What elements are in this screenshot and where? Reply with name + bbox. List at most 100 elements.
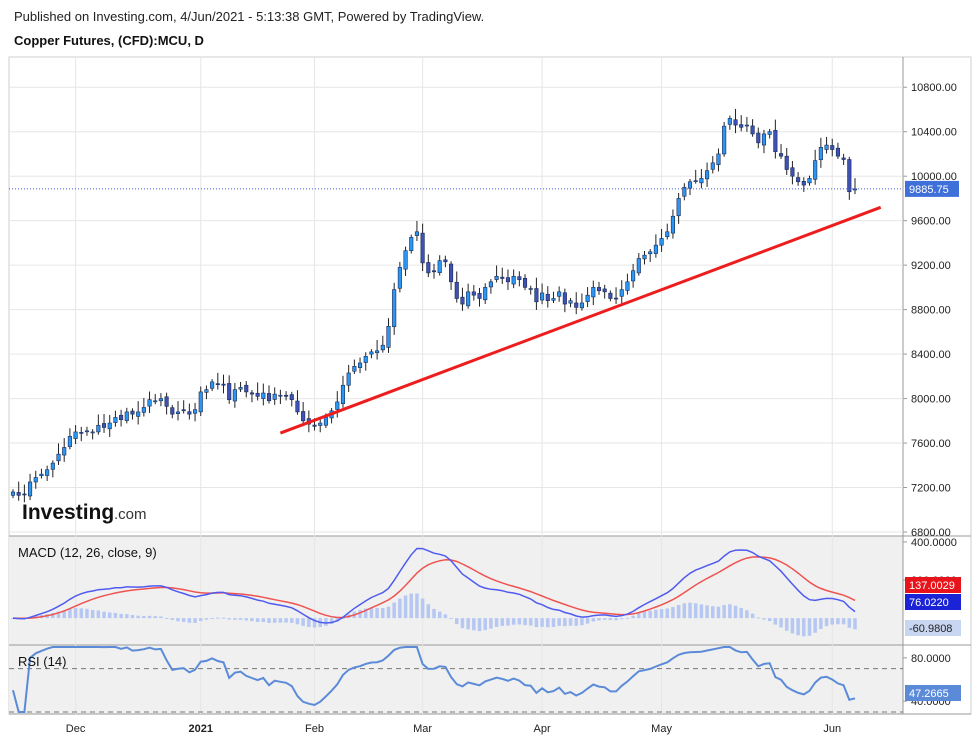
macd-histogram-bar bbox=[489, 618, 493, 629]
rsi-title: RSI (14) bbox=[18, 654, 67, 669]
macd-histogram-bar bbox=[164, 617, 169, 619]
candle bbox=[636, 253, 641, 276]
candle bbox=[221, 374, 226, 394]
macd-histogram-bar bbox=[358, 609, 362, 619]
candle-body bbox=[648, 251, 653, 255]
candle-body bbox=[722, 125, 727, 155]
candle bbox=[773, 119, 778, 159]
macd-histogram-bar bbox=[420, 598, 425, 619]
candle bbox=[579, 293, 584, 311]
macd-histogram-bar bbox=[841, 618, 846, 625]
candle bbox=[67, 428, 72, 450]
macd-histogram-bar bbox=[216, 617, 220, 619]
candle bbox=[409, 234, 414, 254]
candle bbox=[471, 285, 476, 301]
macd-histogram-bar bbox=[802, 618, 806, 637]
candle bbox=[540, 283, 545, 305]
candle-body bbox=[386, 325, 391, 348]
candle-body bbox=[50, 462, 55, 470]
candle bbox=[45, 465, 50, 481]
macd-histogram-bar bbox=[853, 618, 857, 630]
macd-histogram-bar bbox=[392, 602, 396, 619]
candle bbox=[369, 349, 374, 359]
candle bbox=[164, 392, 169, 415]
rsi-value-label: 47.2665 bbox=[909, 688, 949, 700]
indicator-pane-bg bbox=[9, 536, 903, 714]
macd-histogram-bar bbox=[602, 618, 607, 620]
candle-body bbox=[750, 125, 755, 135]
candle-body bbox=[500, 276, 505, 279]
macd-histogram-bar bbox=[181, 618, 186, 622]
macd-histogram-bar bbox=[762, 618, 766, 620]
candle bbox=[602, 284, 607, 299]
candle bbox=[591, 280, 596, 306]
macd-histogram-bar bbox=[654, 609, 658, 619]
candle-body bbox=[784, 155, 789, 170]
candle-body bbox=[557, 291, 562, 297]
macd-histogram-bar bbox=[745, 610, 749, 619]
candle-body bbox=[631, 270, 636, 282]
candle bbox=[824, 136, 829, 154]
candle bbox=[716, 148, 721, 172]
macd-histogram-bar bbox=[568, 618, 573, 626]
macd-histogram-bar bbox=[130, 614, 135, 619]
candle bbox=[204, 385, 209, 400]
candle-body bbox=[272, 393, 277, 400]
candle-body bbox=[141, 407, 146, 413]
candle-body bbox=[147, 399, 152, 407]
macd-histogram-bar bbox=[142, 616, 146, 619]
macd-histogram-bar bbox=[176, 618, 180, 622]
candle bbox=[534, 277, 539, 310]
candle-body bbox=[244, 384, 249, 393]
candle bbox=[505, 269, 511, 290]
candle-body bbox=[261, 392, 266, 399]
candle bbox=[198, 386, 203, 417]
candle-body bbox=[22, 493, 27, 496]
macd-histogram-bar bbox=[511, 618, 516, 625]
candle bbox=[722, 122, 727, 157]
candle-body bbox=[773, 130, 778, 153]
candle-body bbox=[90, 431, 95, 434]
candle bbox=[113, 410, 118, 427]
time-tick-label: Dec bbox=[66, 723, 86, 735]
candle-body bbox=[158, 398, 163, 402]
candle-body bbox=[511, 275, 516, 285]
candle-body bbox=[699, 178, 704, 184]
candle bbox=[403, 246, 408, 276]
candle-body bbox=[409, 237, 414, 251]
macd-histogram-bar bbox=[807, 618, 812, 636]
candle-body bbox=[517, 276, 522, 280]
macd-line bbox=[12, 547, 856, 624]
candle bbox=[483, 283, 488, 304]
macd-histogram-bar bbox=[494, 618, 499, 627]
candle-body bbox=[505, 277, 511, 283]
candle-body bbox=[79, 432, 84, 434]
macd-histogram-bar bbox=[204, 618, 209, 620]
candle-body bbox=[716, 153, 721, 165]
time-tick-label: Jun bbox=[823, 723, 841, 735]
candle-body bbox=[494, 275, 499, 280]
candle bbox=[386, 318, 391, 353]
candle bbox=[744, 116, 749, 132]
last-price-label: 9885.75 bbox=[909, 184, 949, 196]
macd-histogram-bar bbox=[585, 618, 590, 624]
rsi-tick-label: 80.0000 bbox=[911, 653, 951, 665]
candle-body bbox=[540, 292, 545, 301]
candle bbox=[727, 115, 732, 130]
macd-histogram-bar bbox=[614, 618, 618, 621]
candle-body bbox=[16, 492, 21, 496]
macd-histogram-bar bbox=[62, 610, 66, 619]
macd-histogram-bar bbox=[290, 618, 294, 623]
macd-histogram-bar bbox=[528, 618, 533, 626]
candle-body bbox=[249, 392, 254, 395]
candle-body bbox=[790, 167, 795, 177]
candle-body bbox=[113, 417, 118, 423]
candle bbox=[443, 255, 448, 268]
macd-histogram-bar bbox=[68, 608, 72, 619]
macd-histogram-bar bbox=[85, 608, 89, 619]
macd-histogram-bar bbox=[460, 618, 465, 629]
price-tick-label: 9600.00 bbox=[911, 216, 951, 228]
macd-histogram-bar bbox=[824, 618, 829, 627]
candle bbox=[136, 401, 141, 425]
